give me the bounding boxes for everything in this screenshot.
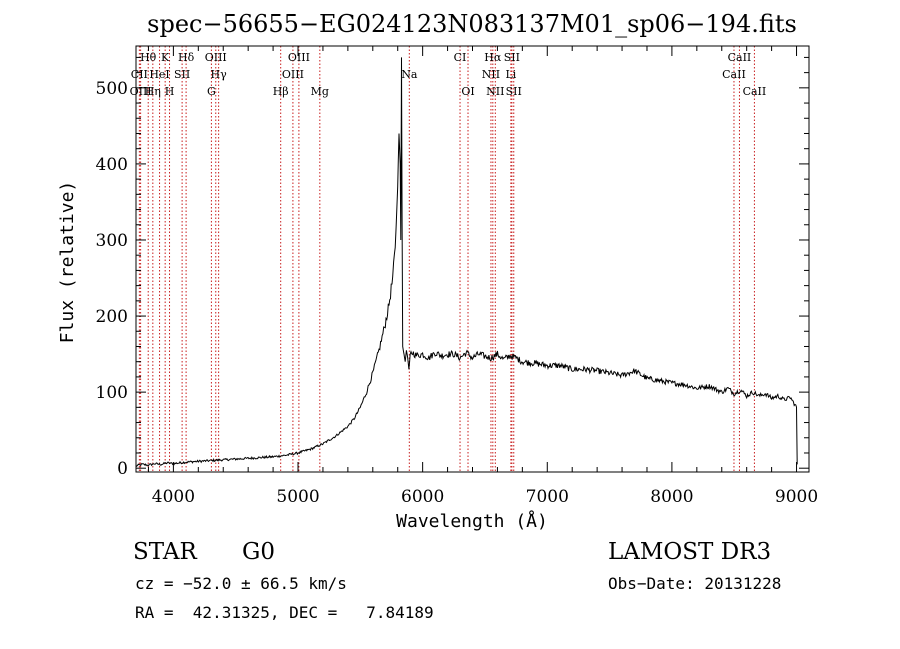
spectral-line-label: Mg [311,85,329,98]
spectral-line-label: NII [482,68,500,81]
spectral-line-label: Hγ [211,68,228,81]
spectral-line-label: Hη [145,85,161,98]
spectral-line-markers [138,46,755,472]
spectral-line-label: CI [454,51,467,64]
survey-name: LAMOST DR3 [608,539,772,565]
y-tick-label: 200 [96,307,128,327]
y-axis-label: Flux (relative) [57,181,78,344]
spectral-line-label: CaII [728,51,752,64]
spectral-line-label: OIII [205,51,227,64]
coordinates: RA = 42.31325, DEC = 7.84189 [135,603,434,622]
x-tick-labels: 4000 5000 6000 7000 8000 9000 [152,487,818,507]
x-tick-label: 8000 [650,487,693,507]
spectrum-line [135,57,798,467]
spectral-line-label: SII [504,51,520,64]
spectral-line-label: NII [486,85,504,98]
spectral-line-label: OI [461,85,474,98]
x-tick-label: 5000 [276,487,319,507]
spectral-line-label: CaII [743,85,767,98]
y-tick-label: 100 [96,383,128,403]
spectral-line-labels: Hθ CII OIII K HeI Hη SII H Hδ OIII Hγ G Hβ OIII OIII Mg… [130,51,767,98]
spectral-line-label: Li [505,68,516,81]
spectral-line-label: HeI [149,68,169,81]
spectral-subclass: G0 [242,539,276,565]
observation-date: Obs−Date: 20131228 [608,574,782,593]
spectral-line-label: OIII [130,85,152,98]
y-tick-label: 300 [96,231,128,251]
spectral-line-label: Hα [484,51,502,64]
y-tick-label: 500 [96,79,128,99]
axis-ticks [136,46,809,472]
spectral-line-label: CaII [722,68,746,81]
spectral-line-label: Hδ [178,51,195,64]
x-tick-label: 4000 [152,487,195,507]
x-tick-label: 6000 [401,487,444,507]
x-tick-label: 9000 [775,487,818,507]
x-tick-label: 7000 [526,487,569,507]
spectral-line-label: CII [131,68,148,81]
spectral-line-label: Na [401,68,418,81]
y-tick-label: 400 [96,155,128,175]
spectrum-series [135,57,798,467]
spectral-line-label: Hθ [140,51,157,64]
redshift-cz: cz = −52.0 ± 66.5 km/s [135,574,347,593]
x-axis-label: Wavelength (Å) [396,510,548,532]
spectral-line-label: K [161,51,170,64]
spectral-line-label: SII [506,85,522,98]
object-class: STAR [133,539,197,565]
spectral-line-label: OIII [282,68,304,81]
spectral-line-label: OIII [288,51,310,64]
spectral-line-label: H [165,85,175,98]
chart-title: spec−56655−EG024123N083137M01_sp06−194.f… [147,10,797,38]
spectral-line-label: G [207,85,216,98]
y-tick-label: 0 [117,459,128,479]
plot-frame [135,45,810,473]
spectral-line-label: SII [174,68,190,81]
spectral-line-label: Hβ [273,85,289,98]
y-tick-labels: 0 100 200 300 400 500 [96,79,128,479]
